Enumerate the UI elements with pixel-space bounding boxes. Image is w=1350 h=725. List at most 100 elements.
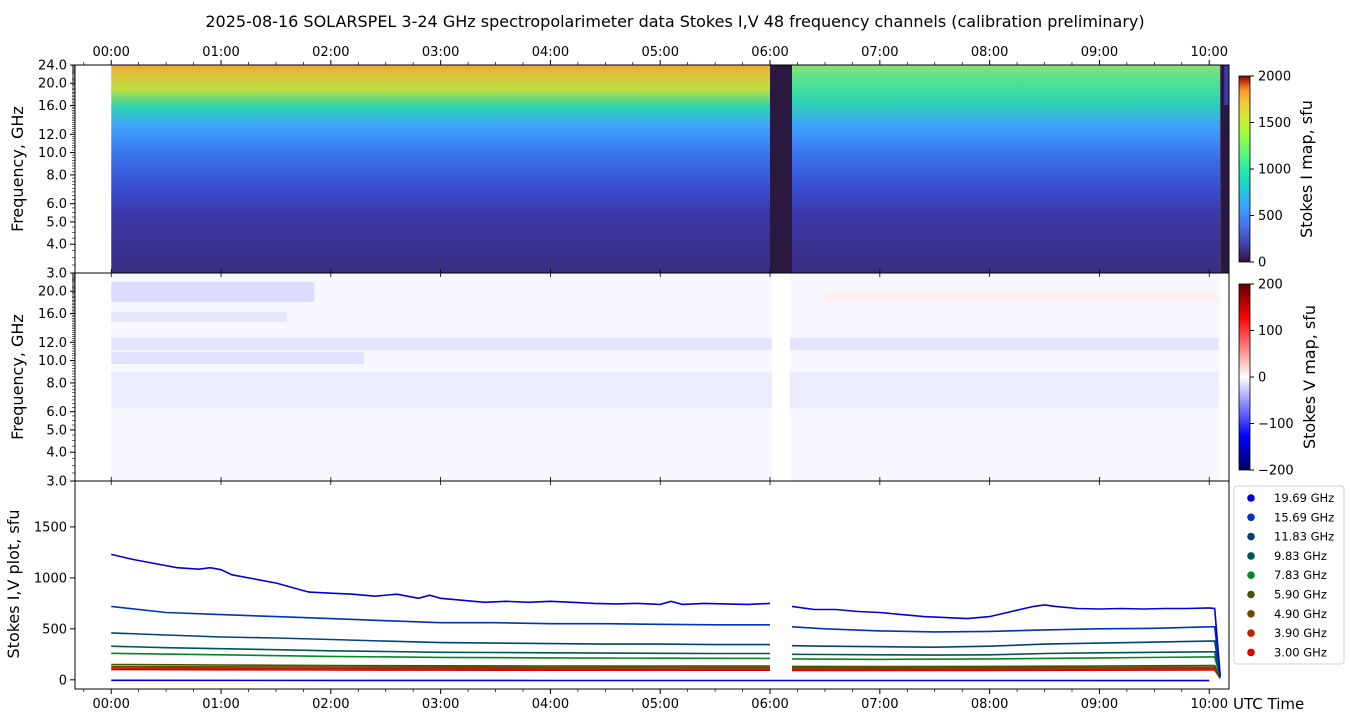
legend-label: 4.90 GHz [1274,607,1327,621]
series-line [111,645,770,655]
top-time-tick-label: 01:00 [202,45,239,60]
frequency-tick-label: 3.0 [46,475,67,490]
stokes-v-colorbar-ticks: 200 100 0 −100 −200 [1250,278,1294,479]
legend-label: 3.90 GHz [1274,626,1327,640]
legend-marker [1247,494,1255,502]
colorbar-tick-label: 1500 [1258,116,1291,131]
colorbar-tick-label: 500 [1258,209,1283,224]
stokes-i-data-gap [770,65,792,273]
frequency-tick-label: 16.0 [38,99,67,114]
stokes-i-colorbar-label: Stokes I map, sfu [1297,100,1316,238]
frequency-tick-label: 20.0 [38,77,67,92]
legend-label: 9.83 GHz [1274,549,1327,563]
frequency-tick-label: 12.0 [38,128,67,143]
frequency-tick-label: 10.0 [38,354,67,369]
top-time-axis: 00:00 01:00 02:00 03:00 04:00 05:00 06:00 07:00… [83,45,1228,65]
stokes-v-panel [75,273,1229,481]
colorbar-tick-label: 1000 [1258,163,1291,178]
legend-marker [1247,513,1255,522]
utc-time-label: UTC Time [1233,695,1304,713]
frequency-tick-label: 24.0 [38,59,67,74]
legend-items: 19.69 GHz 15.69 GHz 11.83 GHz 9.83 GHz 7.83 … [1247,491,1334,659]
stokes-i-field-early [111,65,772,273]
frequency-tick-label: 16.0 [38,307,67,322]
series-line [791,626,1221,677]
top-time-tick-label: 00:00 [92,45,129,60]
top-time-tick-label: 03:00 [422,45,459,60]
series-line [791,664,1221,678]
series-line [111,668,770,671]
frequency-tick-label: 5.0 [46,215,67,230]
series-line [791,656,1221,678]
stokes-i-field-late [790,65,1221,273]
legend-marker [1247,571,1255,579]
stokes-v-data-gap [772,273,790,481]
stokes-v-band-16ghz [111,312,287,322]
frequency-tick-label: 12.0 [38,336,67,351]
bottom-time-tick-label: 00:00 [92,697,129,712]
series-line [111,665,771,669]
series-line [111,605,770,626]
series-line [791,640,1221,677]
stokes-iv-tick-label: 1000 [34,571,67,586]
bottom-time-tick-label: 08:00 [971,697,1008,712]
bottom-time-tick-label: 02:00 [312,697,349,712]
stokes-i-colorbar [1238,75,1251,263]
stokes-v-colorbar-label: Stokes V map, sfu [1300,305,1319,449]
bottom-time-tick-label: 04:00 [532,697,569,712]
frequency-tick-label: 3.0 [46,267,67,282]
legend-marker [1247,629,1255,637]
stokes-iv-yaxis: 1500 1000 500 0 [34,520,75,688]
bottom-time-tick-label: 05:00 [642,697,679,712]
stokes-iv-tick-label: 0 [59,673,67,688]
frequency-tick-label: 6.0 [46,405,67,420]
legend-marker [1247,610,1255,618]
top-time-tick-label: 04:00 [532,45,569,60]
frequency-tick-label: 20.0 [38,285,67,300]
stokes-iv-ylabel: Stokes I,V plot, sfu [4,510,23,659]
stokes-v-band-positive [824,292,1219,302]
frequency-tick-label: 8.0 [46,168,67,183]
legend-marker [1247,648,1255,657]
stokes-i-panel [75,65,1229,273]
stokes-i-data-end-band [1224,65,1229,105]
bottom-time-tick-label: 09:00 [1081,697,1118,712]
colorbar-tick-label: 200 [1258,278,1283,293]
stokes-i-data-end [1220,65,1229,273]
frequency-tick-label: 8.0 [46,376,67,391]
legend-box [1233,485,1345,665]
frequency-tick-label: 6.0 [46,197,67,212]
legend-label: 15.69 GHz [1274,510,1334,524]
legend-marker [1247,552,1255,560]
bottom-time-tick-label: 10:00 [1191,697,1228,712]
series-line [111,663,770,667]
colorbar-tick-label: 2000 [1258,70,1291,85]
bottom-time-tick-label: 07:00 [861,697,898,712]
top-time-tick-label: 09:00 [1081,45,1118,60]
stokes-v-yaxis: 20.0 16.0 12.0 10.0 8.0 6.0 5.0 4.0 3.0 [38,273,75,490]
colorbar-tick-label: −100 [1258,417,1294,432]
colorbar-tick-label: 0 [1258,371,1266,386]
top-time-tick-label: 02:00 [312,45,349,60]
frequency-tick-label: 4.0 [46,238,67,253]
legend: 19.69 GHz 15.69 GHz 11.83 GHz 9.83 GHz 7.83 … [1233,485,1345,665]
series-line [111,553,771,606]
figure-title: 2025-08-16 SOLARSPEL 3-24 GHz spectropol… [205,12,1144,31]
top-time-tick-label: 10:00 [1191,45,1228,60]
legend-label: 7.83 GHz [1274,568,1327,582]
top-time-tick-label: 07:00 [861,45,898,60]
legend-label: 19.69 GHz [1274,491,1334,505]
legend-marker [1247,590,1255,599]
stokes-iv-panel [75,481,1229,689]
stokes-i-colorbar-ticks: 2000 1500 1000 500 0 [1250,70,1291,271]
legend-marker [1247,532,1255,541]
stokes-iv-tick-label: 500 [42,622,67,637]
stokes-i-ylabel: Frequency, GHz [8,106,27,232]
stokes-v-colorbar [1238,283,1251,471]
bottom-time-tick-label: 06:00 [751,697,788,712]
bottom-time-tick-label: 01:00 [202,697,239,712]
stokes-iv-lines [111,553,1221,682]
series-line [111,652,771,660]
stokes-v-ylabel: Frequency, GHz [8,314,27,440]
